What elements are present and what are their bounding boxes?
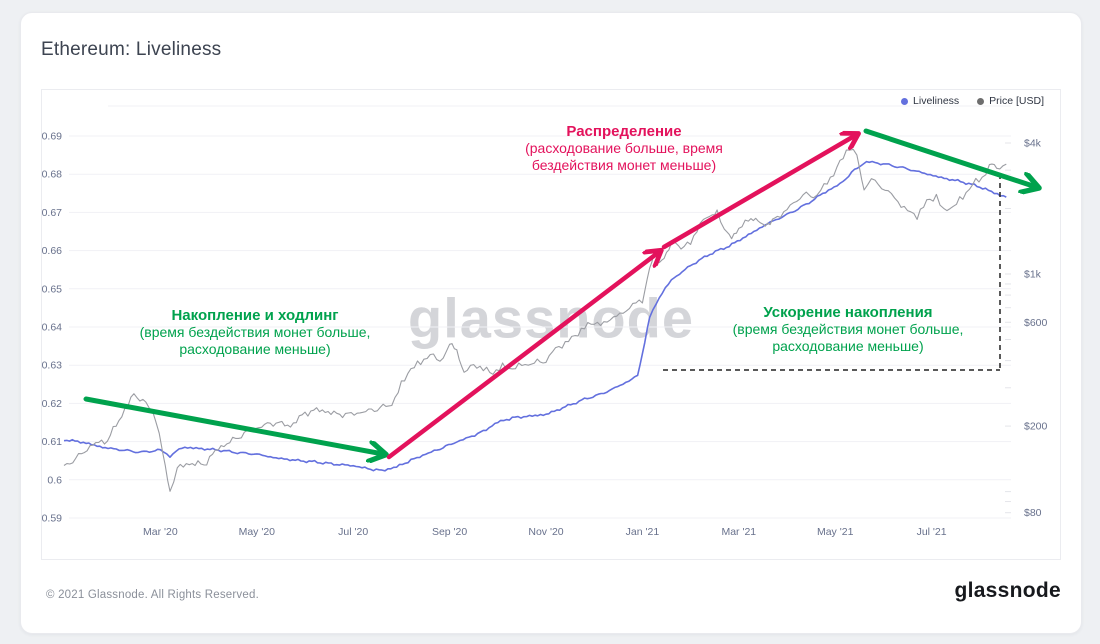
x-tick-label: Sep '20 bbox=[432, 526, 467, 538]
x-tick-label: Jul '20 bbox=[338, 526, 368, 538]
y-left-tick-label: 0.63 bbox=[42, 360, 62, 372]
y-right-tick-label: $80 bbox=[1024, 507, 1042, 519]
annotation-distribution-title: Распределение bbox=[566, 123, 682, 140]
price-dot-icon bbox=[977, 97, 985, 105]
annotation-accumulation: Накопление и ходлинг (время бездействия … bbox=[140, 307, 371, 357]
y-left-tick-label: 0.6 bbox=[47, 474, 62, 486]
annotation-distribution-line1: (расходование больше, время bbox=[525, 140, 723, 157]
liveliness-dot-icon bbox=[901, 97, 909, 105]
liveliness-line bbox=[63, 160, 1007, 472]
accumulation-arrow bbox=[83, 396, 383, 454]
annotation-acceleration-line2: расходование меньше) bbox=[772, 337, 924, 354]
page-title: Ethereum: Liveliness bbox=[41, 39, 222, 60]
x-tick-label: May '21 bbox=[817, 526, 854, 538]
annotation-accumulation-line2: расходование меньше) bbox=[179, 340, 331, 357]
x-tick-label: Nov '20 bbox=[528, 526, 563, 538]
annotation-accumulation-line1: (время бездействия монет больше, bbox=[139, 324, 371, 341]
y-left-tick-label: 0.69 bbox=[42, 131, 62, 143]
legend-item-price[interactable]: Price [USD] bbox=[977, 95, 1044, 107]
x-tick-label: Jan '21 bbox=[626, 526, 660, 538]
y-left-tick-label: 0.62 bbox=[42, 398, 62, 410]
y-right-tick-label: $4k bbox=[1024, 137, 1042, 149]
x-tick-label: May '20 bbox=[239, 526, 276, 538]
chart-plot: 0.69 0.68 0.67 0.66 0.65 0.64 0.63 0.62 0.61 0.6 0… bbox=[42, 105, 1048, 538]
y-right-tick-label: $1k bbox=[1024, 269, 1042, 281]
y-left-tick-label: 0.67 bbox=[42, 207, 62, 219]
annotation-acceleration-line1: (время бездействия монет больше, bbox=[732, 321, 964, 338]
y-left-tick-label: 0.61 bbox=[42, 436, 62, 448]
legend-item-liveliness[interactable]: Liveliness bbox=[901, 95, 959, 107]
x-tick-label: Mar '21 bbox=[721, 526, 756, 538]
annotation-distribution: Распределение (расходование больше, врем… bbox=[525, 123, 723, 173]
price-line bbox=[63, 148, 1007, 492]
distribution-arrow-1 bbox=[386, 252, 659, 460]
legend-label-liveliness: Liveliness bbox=[913, 95, 960, 107]
y-left-tick-label: 0.64 bbox=[42, 322, 62, 334]
y-left-tick-label: 0.68 bbox=[42, 169, 62, 181]
x-tick-label: Mar '20 bbox=[143, 526, 178, 538]
y-right-tick-label: $600 bbox=[1024, 317, 1048, 329]
annotation-distribution-line2: бездействия монет меньше) bbox=[531, 156, 717, 173]
annotation-acceleration-title: Ускорение накопления bbox=[763, 304, 933, 321]
y-left-tick-label: 0.59 bbox=[42, 513, 62, 525]
glassnode-logo: glassnode bbox=[954, 579, 1061, 602]
annotation-acceleration: Ускорение накопления (время бездействия … bbox=[733, 304, 964, 354]
y-left-tick-label: 0.65 bbox=[42, 283, 62, 295]
annotation-accumulation-title: Накопление и ходлинг bbox=[171, 307, 339, 324]
y-right-tick-label: $200 bbox=[1024, 421, 1048, 433]
y-left-tick-label: 0.66 bbox=[42, 245, 62, 257]
chart-card: Ethereum: Liveliness glassnode 0.69 0.68 0… bbox=[20, 12, 1082, 634]
legend-label-price: Price [USD] bbox=[989, 95, 1044, 107]
x-tick-label: Jul '21 bbox=[917, 526, 947, 538]
copyright-text: © 2021 Glassnode. All Rights Reserved. bbox=[46, 589, 259, 601]
chart-legend: Liveliness Price [USD] bbox=[901, 95, 1044, 107]
chart-container: glassnode 0.69 0.68 0.67 0.66 0.65 0.64 0.63 0.… bbox=[41, 89, 1061, 560]
acceleration-arrow bbox=[863, 128, 1036, 187]
distribution-arrow-2 bbox=[661, 135, 856, 250]
